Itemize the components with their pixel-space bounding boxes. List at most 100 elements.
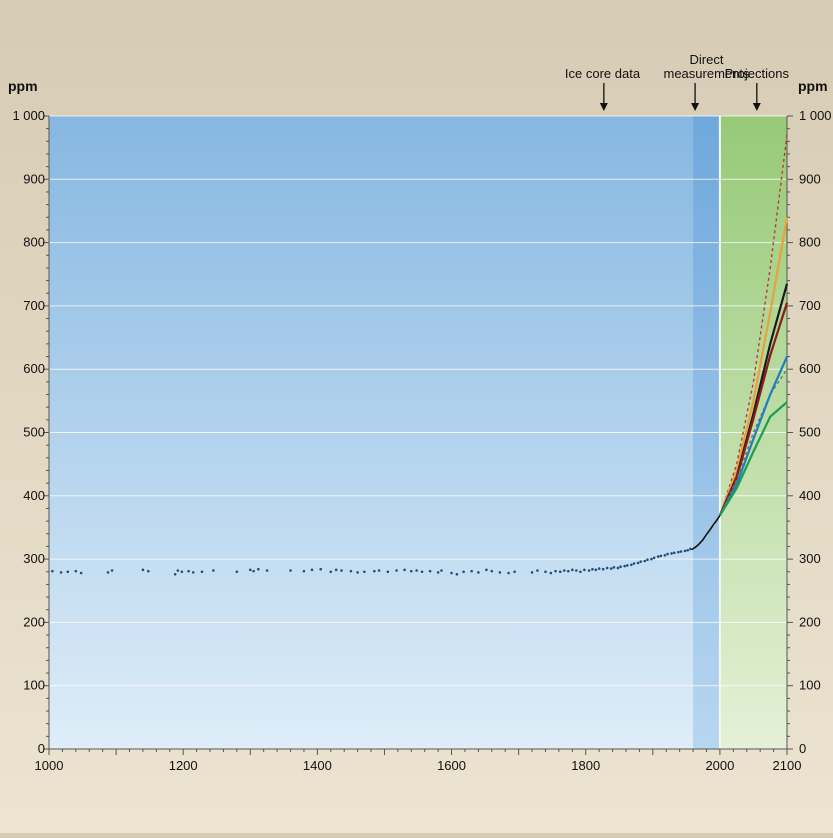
ice-core-point bbox=[470, 569, 473, 573]
ice-core-point bbox=[636, 561, 640, 565]
left-unit-label: ppm bbox=[8, 78, 38, 94]
annotation-label-2: measurements bbox=[663, 66, 749, 81]
ice-core-point bbox=[683, 549, 687, 553]
ice-core-point bbox=[571, 568, 574, 572]
ice-core-point bbox=[609, 567, 613, 570]
ice-core-point bbox=[74, 569, 78, 573]
y-tick-label-left: 800 bbox=[23, 235, 45, 250]
ice-core-point bbox=[689, 547, 692, 551]
ice-core-point bbox=[477, 571, 480, 574]
y-tick-label-left: 600 bbox=[23, 361, 45, 376]
ice-core-point bbox=[363, 570, 366, 574]
projection-line-6 bbox=[718, 356, 789, 516]
ice-core-point bbox=[334, 568, 338, 572]
ice-core-point bbox=[302, 569, 306, 573]
ice-core-point bbox=[319, 567, 323, 571]
ice-core-point bbox=[180, 570, 184, 574]
ice-core-point bbox=[386, 570, 390, 574]
ice-core-point bbox=[632, 562, 636, 565]
ice-core-point bbox=[562, 569, 566, 572]
ice-core-point bbox=[257, 567, 260, 571]
ice-core-point bbox=[626, 564, 629, 567]
ice-core-point bbox=[485, 568, 488, 572]
ice-core-point bbox=[252, 569, 255, 573]
ice-core-point bbox=[513, 570, 516, 574]
ice-core-point bbox=[656, 555, 660, 558]
ice-core-point bbox=[490, 569, 494, 573]
y-tick-label-right: 500 bbox=[799, 425, 821, 440]
ice-core-point bbox=[428, 569, 432, 573]
ice-core-point bbox=[591, 567, 594, 571]
ice-core-point bbox=[356, 571, 359, 574]
annotation-arrowhead-3 bbox=[752, 103, 761, 111]
ice-core-point bbox=[643, 559, 647, 563]
y-tick-label-left: 1 000 bbox=[12, 108, 45, 123]
ice-core-point bbox=[677, 550, 680, 554]
ice-core-point bbox=[566, 569, 570, 573]
ice-core-point bbox=[212, 569, 215, 572]
ice-core-point bbox=[455, 572, 459, 576]
x-tick-label: 1800 bbox=[571, 758, 600, 773]
y-tick-label-right: 1 000 bbox=[799, 108, 832, 123]
annotation-arrowhead-2 bbox=[691, 103, 700, 111]
x-tick-label: 1400 bbox=[303, 758, 332, 773]
y-tick-label-left: 300 bbox=[23, 551, 45, 566]
ice-core-point bbox=[558, 570, 562, 574]
ice-core-point bbox=[59, 571, 63, 574]
x-tick-label: 1200 bbox=[169, 758, 198, 773]
y-tick-label-left: 500 bbox=[23, 425, 45, 440]
ice-core-point bbox=[191, 571, 195, 574]
ice-core-point bbox=[616, 566, 620, 570]
ice-core-point bbox=[51, 569, 54, 573]
ice-core-point bbox=[670, 552, 673, 555]
ice-core-point bbox=[265, 569, 269, 572]
y-tick-label-right: 900 bbox=[799, 171, 821, 186]
ice-core-point bbox=[415, 569, 418, 572]
ice-core-point bbox=[310, 568, 314, 572]
projection-line-4 bbox=[718, 302, 789, 516]
ice-core-point bbox=[141, 568, 145, 572]
ice-core-point bbox=[536, 569, 539, 572]
ice-core-point bbox=[436, 571, 440, 574]
projection-line-7 bbox=[718, 401, 788, 517]
ice-core-point bbox=[623, 564, 626, 568]
ice-core-point bbox=[686, 548, 690, 552]
y-tick-label-right: 100 bbox=[799, 678, 821, 693]
x-tick-label: 2100 bbox=[773, 758, 802, 773]
annotation-label-3: Projections bbox=[725, 66, 790, 81]
measurement-line bbox=[691, 514, 721, 551]
ice-core-point bbox=[575, 569, 578, 572]
annotation-arrowhead-1 bbox=[599, 103, 608, 111]
ice-core-point bbox=[619, 565, 622, 568]
y-tick-label-left: 200 bbox=[23, 614, 45, 629]
ice-core-point bbox=[395, 569, 398, 572]
projection-line-5 bbox=[719, 368, 788, 516]
y-tick-label-right: 400 bbox=[799, 488, 821, 503]
ice-core-point bbox=[66, 570, 70, 574]
ice-core-point bbox=[659, 554, 663, 558]
ice-core-point bbox=[498, 571, 502, 574]
ice-core-point bbox=[639, 560, 643, 563]
y-tick-label-right: 0 bbox=[799, 741, 806, 756]
ice-core-point bbox=[248, 568, 252, 572]
ice-core-point bbox=[666, 552, 669, 556]
x-tick-label: 1600 bbox=[437, 758, 466, 773]
y-tick-label-right: 700 bbox=[799, 298, 821, 313]
ice-core-point bbox=[587, 569, 591, 572]
ice-core-point bbox=[173, 572, 177, 576]
x-tick-label: 2000 bbox=[705, 758, 734, 773]
projection-line-2 bbox=[718, 217, 789, 516]
ice-core-point bbox=[377, 569, 381, 572]
ice-core-point bbox=[340, 569, 343, 572]
ice-core-point bbox=[79, 571, 83, 575]
ice-core-point bbox=[650, 557, 653, 561]
ice-core-point bbox=[630, 563, 633, 567]
y-tick-label-left: 400 bbox=[23, 488, 45, 503]
right-unit-label: ppm bbox=[798, 78, 828, 94]
ice-core-point bbox=[601, 567, 605, 571]
ice-core-point bbox=[583, 568, 586, 572]
ice-core-point bbox=[605, 566, 609, 570]
ice-core-point bbox=[235, 570, 239, 574]
ice-core-point bbox=[440, 569, 443, 572]
